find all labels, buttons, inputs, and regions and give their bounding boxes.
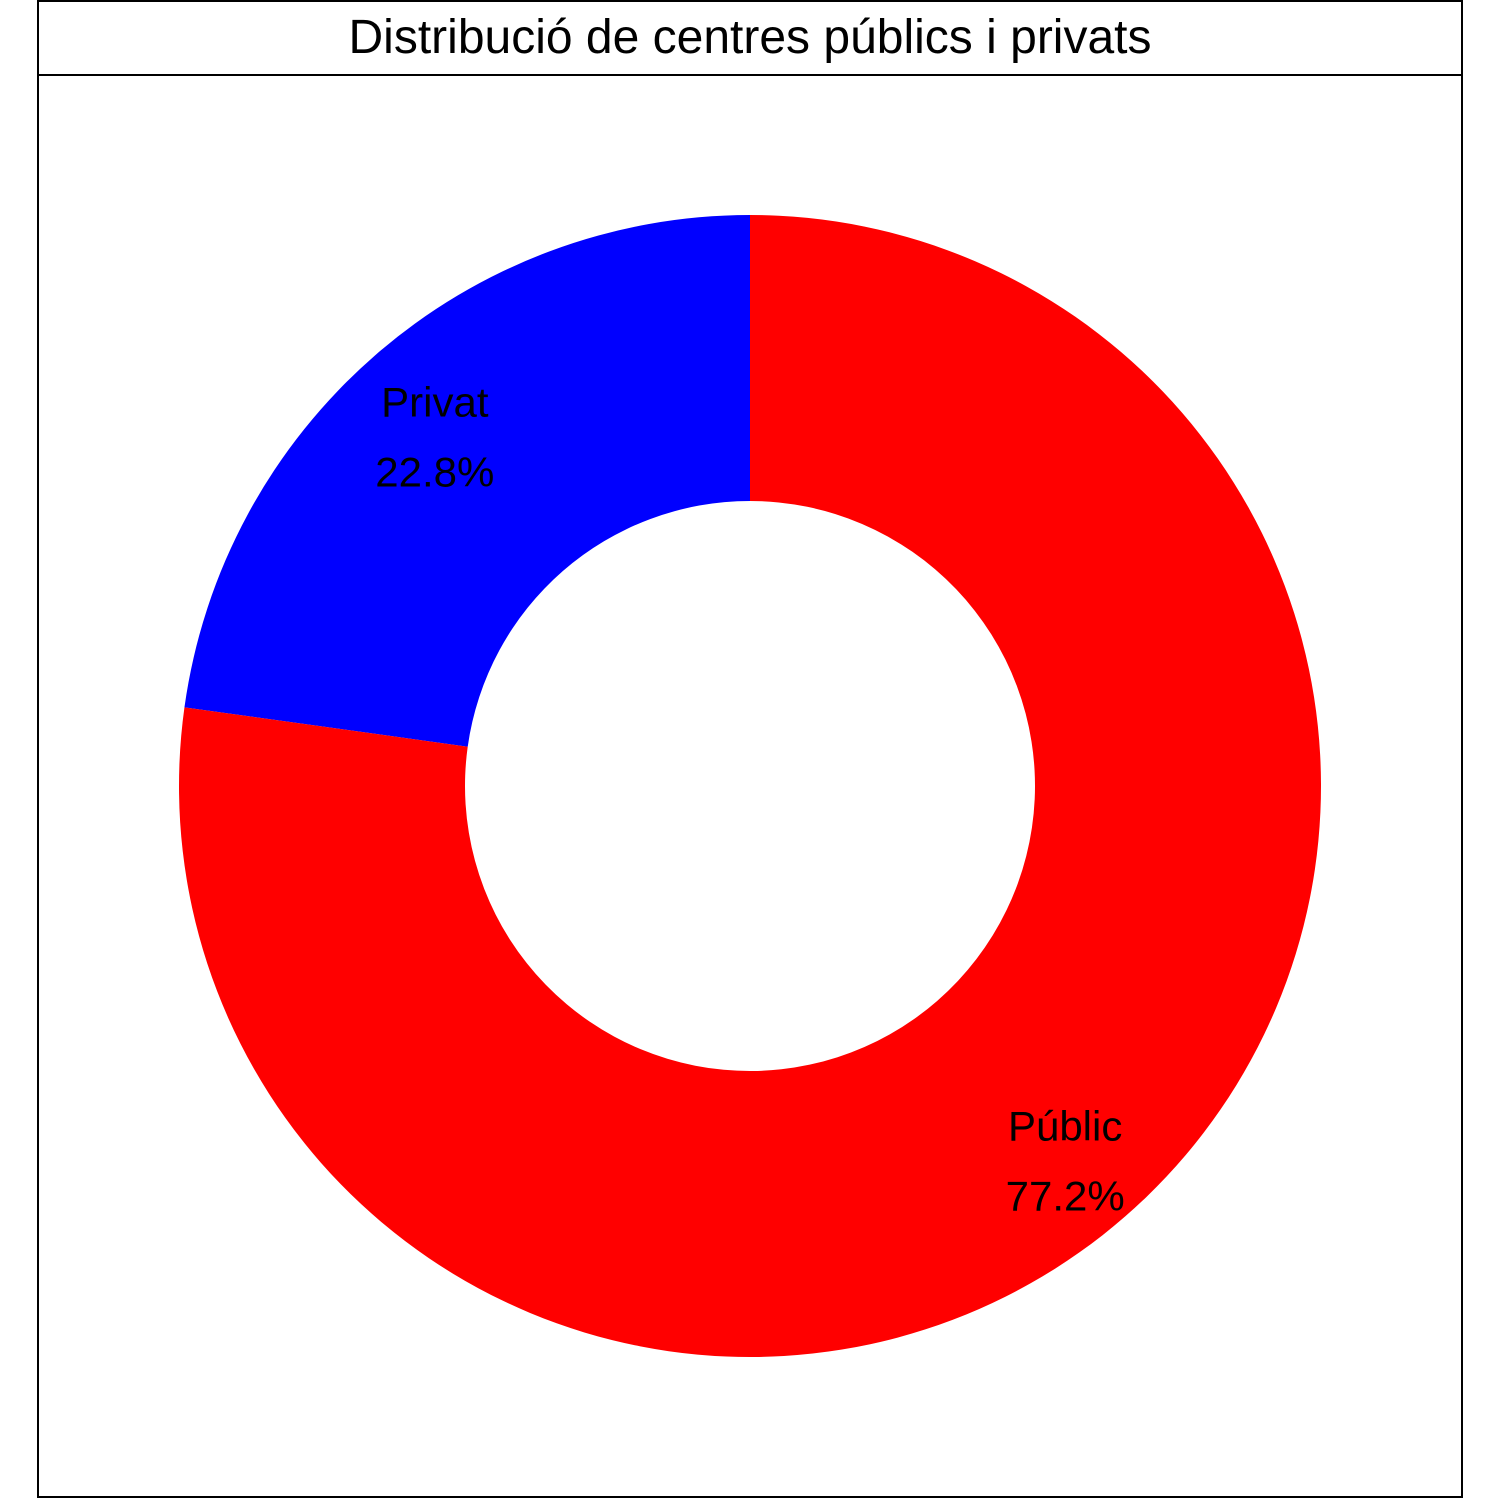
slice-value-privat: 22.8% [375, 448, 494, 495]
title-strip: Distribució de centres públics i privats [39, 2, 1461, 76]
slice-label-privat: Privat [381, 378, 489, 425]
slice-privat [184, 215, 750, 747]
slice-public [179, 215, 1321, 1357]
slices-group [179, 215, 1321, 1357]
slice-value-public: 77.2% [1006, 1173, 1125, 1220]
slice-label-public: Públic [1008, 1103, 1122, 1150]
labels-group: Privat 22.8% Públic 77.2% [375, 378, 1124, 1219]
chart-title: Distribució de centres públics i privats [348, 11, 1152, 64]
